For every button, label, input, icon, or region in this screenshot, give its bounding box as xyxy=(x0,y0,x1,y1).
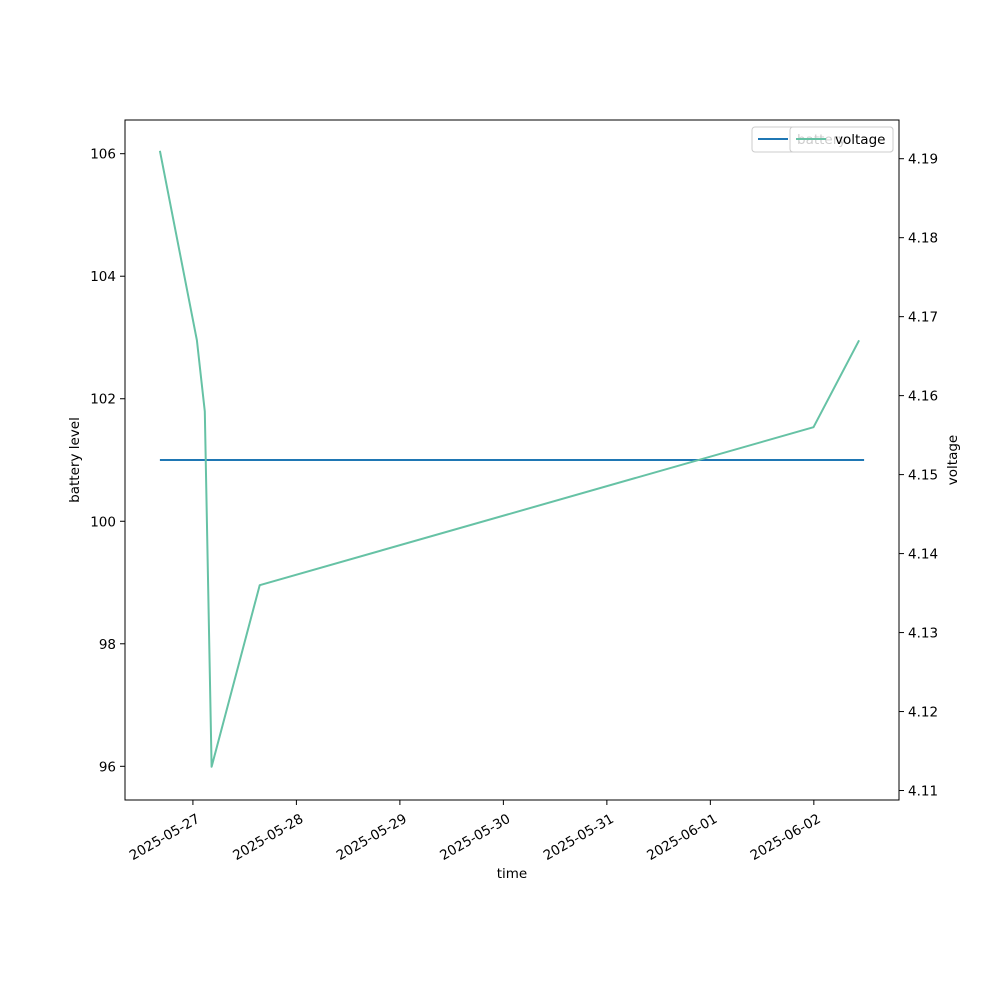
left-y-axis-label: battery level xyxy=(67,417,83,503)
x-tick-label: 2025-06-02 xyxy=(748,811,824,864)
x-tick-label: 2025-05-31 xyxy=(541,811,617,864)
x-tick-label: 2025-05-28 xyxy=(230,811,306,864)
right-y-axis-label: voltage xyxy=(945,435,961,485)
x-tick-label: 2025-05-30 xyxy=(437,811,513,864)
series-lines xyxy=(158,150,865,768)
right-y-tick-label: 4.18 xyxy=(908,231,938,247)
plot-border xyxy=(124,119,900,801)
right-y-tick-label: 4.11 xyxy=(908,784,938,800)
right-y-axis-ticks: 4.11 4.12 4.13 4.14 4.15 4.16 4.17 4.18 4.19 xyxy=(899,152,938,800)
legend-label-voltage: voltage xyxy=(835,132,885,148)
right-y-tick-label: 4.16 xyxy=(908,389,938,405)
x-tick-label: 2025-06-01 xyxy=(644,811,720,864)
plot-frame xyxy=(124,119,900,801)
series-line-voltage xyxy=(158,150,860,768)
left-y-tick-label: 96 xyxy=(99,759,116,775)
right-y-tick-label: 4.14 xyxy=(908,547,938,563)
left-y-axis-ticks: 96 98 100 102 104 106 xyxy=(90,147,125,775)
right-y-tick-label: 4.12 xyxy=(908,705,938,721)
right-y-tick-label: 4.15 xyxy=(908,468,938,484)
right-y-tick-label: 4.17 xyxy=(908,310,938,326)
right-y-tick-label: 4.19 xyxy=(908,152,938,168)
left-y-tick-label: 98 xyxy=(99,637,116,653)
right-y-tick-label: 4.13 xyxy=(908,626,938,642)
x-axis-ticks: 2025-05-27 2025-05-28 2025-05-29 2025-05-30… xyxy=(127,800,824,864)
x-tick-label: 2025-05-29 xyxy=(334,811,410,864)
left-y-tick-label: 106 xyxy=(90,147,116,163)
left-y-tick-label: 102 xyxy=(90,392,116,408)
left-y-tick-label: 100 xyxy=(90,514,116,530)
left-y-tick-label: 104 xyxy=(90,269,116,285)
legend: batteryvoltage xyxy=(751,126,894,153)
x-axis-label: time xyxy=(497,866,528,882)
x-tick-label: 2025-05-27 xyxy=(127,811,203,864)
legend-box-voltage xyxy=(789,126,894,153)
